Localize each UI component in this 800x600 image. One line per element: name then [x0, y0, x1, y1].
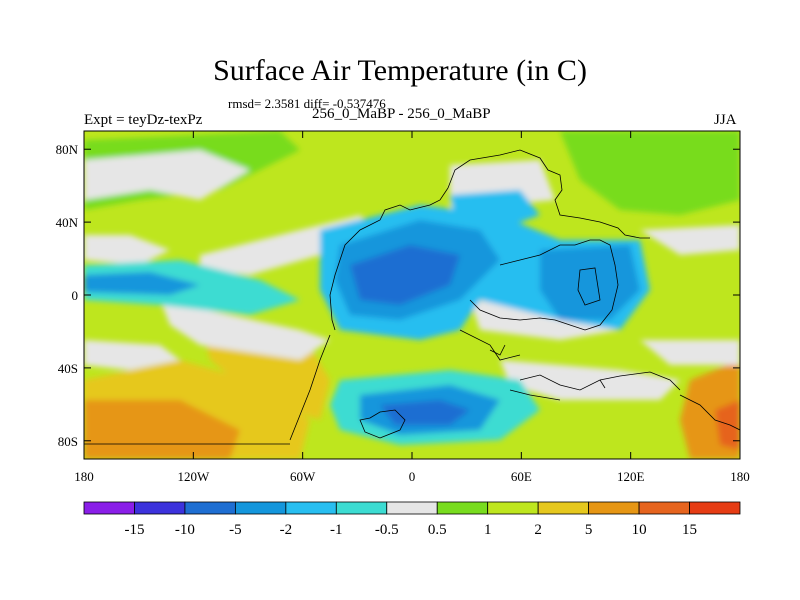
colorbar-swatch [588, 501, 640, 515]
colorbar-swatch [234, 501, 287, 515]
lon-tick-label: 60W [290, 469, 316, 484]
lon-tick-label: 180 [730, 469, 750, 484]
lat-tick-label: 0 [72, 288, 79, 303]
colorbar-label: -2 [280, 522, 293, 538]
rmsd-subtitle: rmsd= 2.3581 diff= -0.537476 [228, 96, 386, 111]
lon-tick-label: 180 [74, 469, 94, 484]
lon-tick-label: 60E [511, 469, 532, 484]
colorbar-swatch [689, 501, 741, 515]
temperature-field [84, 131, 740, 459]
colorbar-label: -5 [229, 522, 242, 538]
colorbar-label: 1 [484, 522, 492, 538]
colorbar-swatch [386, 501, 438, 515]
colorbar-label: 5 [585, 522, 593, 538]
colorbar-swatch [184, 501, 236, 515]
lon-tick-label: 120E [617, 469, 645, 484]
colorbar-label: 0.5 [428, 522, 447, 538]
colorbar-swatch [487, 501, 539, 515]
colorbar-swatch [537, 501, 590, 515]
lat-tick-label: 80S [58, 434, 78, 449]
map-title: Surface Air Temperature (in C) [213, 54, 587, 87]
axis-ticks: 180 120W 60W 0 60E 120E 180 80N 40N 0 40S 80S [56, 131, 750, 484]
experiment-label: Expt = teyDz-texPz [84, 112, 203, 128]
lat-tick-label: 80N [56, 142, 79, 157]
lon-tick-label: 0 [409, 469, 416, 484]
colorbar-swatch [83, 501, 135, 515]
colorbar-swatch [134, 501, 186, 515]
lat-tick-label: 40N [56, 215, 79, 230]
colorbar-swatch [335, 501, 388, 515]
colorbar-label: -0.5 [375, 522, 399, 538]
season-label: JJA [714, 112, 737, 128]
colorbar-label: 10 [632, 522, 647, 538]
colorbar-label: -1 [330, 522, 343, 538]
colorbar-swatch [638, 501, 690, 515]
colorbar-label: 2 [534, 522, 542, 538]
lon-tick-label: 120W [177, 469, 210, 484]
period-label: 256_0_MaBP - 256_0_MaBP [312, 106, 491, 122]
coastline [84, 149, 740, 445]
colorbar: -15 -10 -5 -2 -1 -0.5 0.5 1 2 5 10 15 [83, 501, 741, 538]
colorbar-swatch [285, 501, 337, 515]
colorbar-label: -10 [175, 522, 195, 538]
colorbar-label: 15 [682, 522, 697, 538]
lat-tick-label: 40S [58, 361, 78, 376]
colorbar-swatch [436, 501, 489, 515]
colorbar-label: -15 [124, 522, 144, 538]
